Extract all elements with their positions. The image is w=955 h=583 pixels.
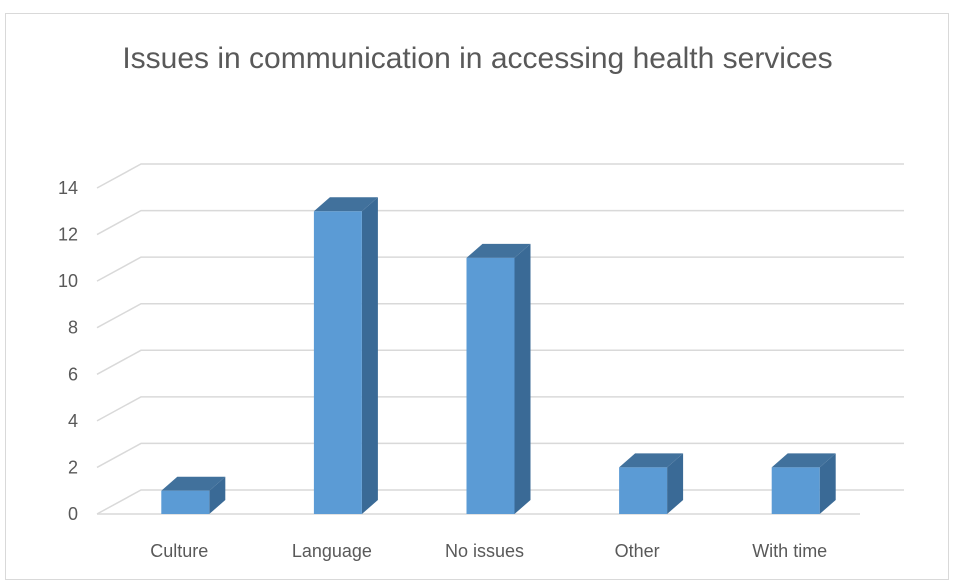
x-category-label: Language (292, 541, 372, 561)
bar-front (313, 211, 362, 515)
gridline (96, 396, 904, 422)
bar-front (161, 490, 210, 514)
x-category-label: Culture (150, 541, 208, 561)
y-tick-label: 8 (68, 318, 78, 338)
bar-side (209, 476, 226, 514)
gridlines (96, 163, 904, 515)
bar (313, 197, 378, 515)
bar-front (466, 257, 515, 514)
x-category-label: Other (615, 541, 660, 561)
y-tick-label: 10 (58, 271, 78, 291)
bar-top (619, 453, 684, 468)
y-tick-label: 12 (58, 225, 78, 245)
bars (161, 197, 836, 515)
bar (619, 453, 684, 514)
bar-top (771, 453, 836, 468)
gridline (96, 442, 904, 469)
bar-side (514, 243, 531, 514)
gridline (96, 302, 904, 329)
y-tick-label: 2 (68, 457, 78, 477)
bar (771, 453, 836, 514)
bar-top (313, 197, 378, 212)
gridline (96, 349, 904, 375)
bar (466, 243, 531, 514)
y-tick-label: 4 (68, 411, 78, 431)
bar-side (361, 197, 378, 515)
bar-top (161, 476, 226, 491)
y-tick-label: 6 (68, 364, 78, 384)
y-tick-label: 0 (68, 504, 78, 524)
gridline (96, 209, 904, 236)
bar-top (466, 243, 531, 258)
bar-side (819, 453, 836, 514)
x-category-label: With time (752, 541, 827, 561)
bar (161, 476, 226, 514)
y-tick-label: 14 (58, 178, 78, 198)
bar-front (771, 467, 820, 514)
axis-labels: 0 2 4 6 8 10 12 14 Culture Language No issues Other… (58, 178, 827, 561)
gridline (96, 163, 904, 189)
chart-title: Issues in communication in accessing hea… (122, 42, 833, 75)
bar-front (619, 467, 668, 514)
x-category-label: No issues (445, 541, 524, 561)
gridline (96, 256, 904, 282)
bar-side (667, 453, 684, 514)
